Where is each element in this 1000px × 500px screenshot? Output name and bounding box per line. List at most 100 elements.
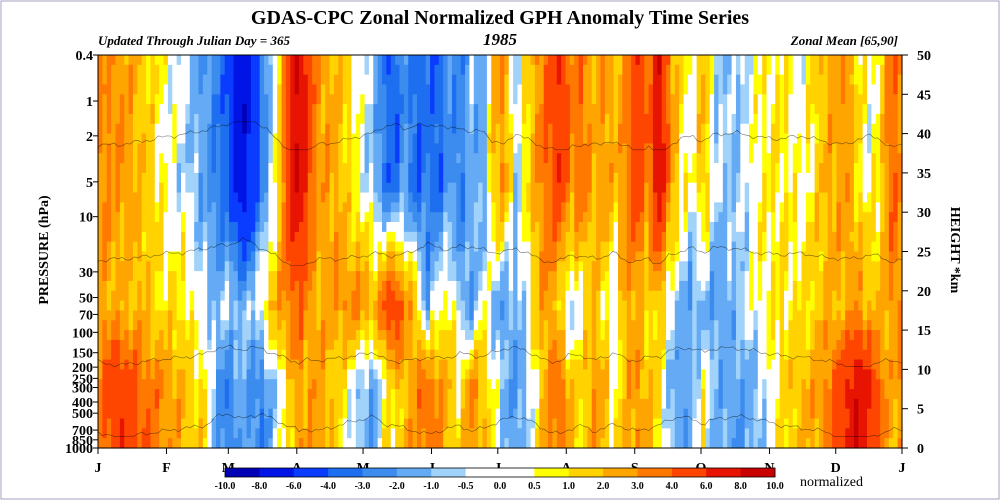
heatmap-cell (508, 104, 514, 115)
heatmap-cell (792, 182, 798, 194)
heatmap-cell (194, 251, 200, 262)
heatmap-cell (779, 74, 785, 86)
heatmap-cell (320, 310, 326, 321)
heatmap-cell (495, 271, 501, 282)
heatmap-cell (159, 94, 165, 105)
heatmap-cell (364, 271, 370, 282)
heatmap-cell (517, 104, 523, 115)
heatmap-cell (784, 113, 789, 125)
heatmap-cell (373, 241, 379, 253)
heatmap-cell (98, 192, 103, 203)
heatmap-cell (797, 55, 803, 66)
heatmap-cell (867, 310, 873, 321)
heatmap-cell (482, 163, 488, 174)
heatmap-cell (443, 310, 449, 321)
heatmap-cell (617, 94, 623, 105)
heatmap-cell (132, 192, 138, 203)
heatmap-cell (666, 74, 672, 86)
heatmap-cell (845, 74, 851, 86)
heatmap-cell (264, 172, 270, 184)
heatmap-cell (631, 94, 637, 105)
heatmap-cell (705, 74, 711, 86)
heatmap-cell (333, 133, 339, 145)
heatmap-cell (897, 261, 903, 272)
heatmap-cell (154, 143, 160, 154)
heatmap-cell (692, 271, 698, 282)
heatmap-cell (552, 231, 558, 243)
heatmap-cell (709, 290, 715, 302)
heatmap-cell (797, 241, 803, 253)
heatmap-cell (740, 84, 746, 95)
heatmap-cell (530, 222, 536, 233)
heatmap-cell (128, 104, 134, 115)
heatmap-cell (744, 74, 750, 86)
heatmap-cell (312, 192, 318, 203)
heatmap-cell (325, 290, 331, 302)
heatmap-cell (382, 310, 387, 321)
heatmap-cell (416, 123, 422, 135)
heatmap-cell (159, 280, 165, 292)
heatmap-cell (709, 300, 715, 312)
heatmap-cell (565, 104, 571, 115)
heatmap-cell (167, 290, 173, 302)
heatmap-cell (250, 113, 256, 125)
heatmap-cell (412, 55, 418, 66)
heatmap-cell (805, 212, 811, 223)
heatmap-cell (482, 241, 488, 253)
heatmap-cell (888, 172, 894, 184)
heatmap-cell (163, 192, 169, 203)
heatmap-cell (631, 172, 637, 184)
heatmap-cell (351, 84, 357, 95)
heatmap-cell (111, 290, 117, 302)
heatmap-cell (674, 113, 680, 125)
heatmap-cell (403, 104, 409, 115)
heatmap-cell (867, 172, 873, 184)
heatmap-cell (368, 290, 374, 302)
heatmap-cell (569, 123, 575, 135)
heatmap-cell (696, 163, 702, 174)
heatmap-cell (246, 192, 252, 203)
heatmap-cell (867, 64, 873, 76)
heatmap-cell (268, 84, 274, 95)
heatmap-cell (312, 280, 318, 292)
heatmap-cell (220, 280, 226, 292)
heatmap-cell (198, 202, 204, 213)
heatmap-cell (543, 133, 549, 145)
heatmap-cell (762, 231, 768, 243)
heatmap-cell (202, 212, 208, 223)
heatmap-cell (556, 212, 562, 223)
heatmap-cell (465, 182, 471, 194)
heatmap-cell (167, 143, 173, 154)
heatmap-cell (360, 163, 366, 174)
heatmap-cell (526, 64, 532, 76)
heatmap-cell (386, 192, 392, 203)
heatmap-cell (753, 202, 759, 213)
heatmap-cell (482, 212, 488, 223)
heatmap-cell (368, 84, 374, 95)
heatmap-cell (596, 143, 602, 154)
heatmap-cell (871, 55, 877, 66)
heatmap-cell (360, 241, 366, 253)
heatmap-cell (561, 261, 567, 272)
heatmap-cell (762, 251, 768, 262)
heatmap-cell (565, 212, 571, 223)
heatmap-cell (687, 271, 693, 282)
heatmap-cell (683, 133, 689, 145)
heatmap-cell (176, 113, 182, 125)
heatmap-cell (718, 271, 724, 282)
heatmap-cell (727, 55, 733, 66)
heatmap-cell (421, 113, 427, 125)
heatmap-cell (316, 104, 322, 115)
heatmap-cell (631, 153, 637, 164)
heatmap-cell (373, 212, 379, 223)
heatmap-cell (622, 192, 628, 203)
heatmap-cell (202, 241, 208, 253)
heatmap-cell (290, 310, 296, 321)
heatmap-cell (888, 251, 894, 262)
heatmap-cell (403, 192, 409, 203)
heatmap-cell (609, 104, 615, 115)
heatmap-cell (303, 55, 309, 66)
heatmap-cell (469, 192, 475, 203)
heatmap-cell (626, 212, 632, 223)
heatmap-cell (347, 261, 353, 272)
